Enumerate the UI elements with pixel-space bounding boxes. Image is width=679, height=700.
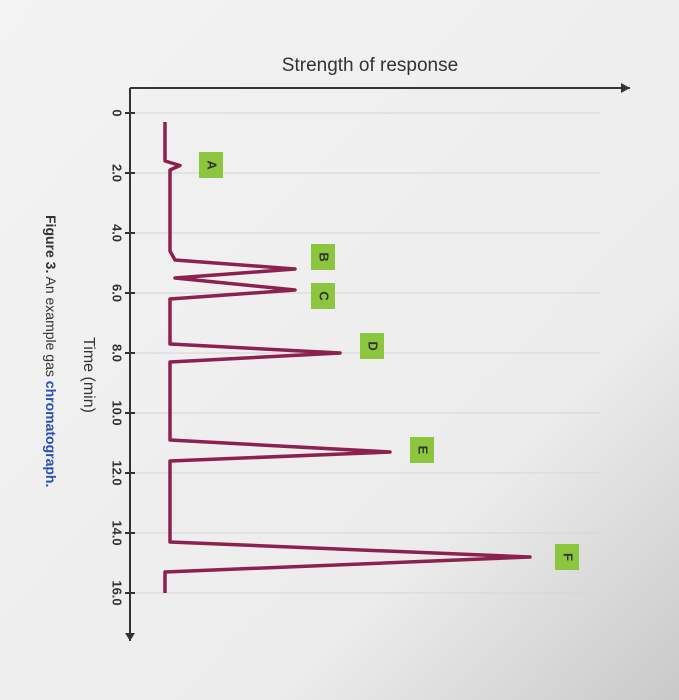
peak-label: B bbox=[317, 252, 332, 261]
peak-label-box bbox=[360, 333, 384, 359]
peak-label: D bbox=[366, 341, 381, 350]
peak-label-box bbox=[199, 152, 223, 178]
caption-term: chromatograph. bbox=[43, 381, 59, 488]
peak-label: E bbox=[416, 446, 431, 455]
peak-label-box bbox=[410, 437, 434, 463]
x-axis-label: Time (min) bbox=[80, 337, 97, 413]
y-axis-label: Strength of response bbox=[282, 55, 458, 76]
peak-label: C bbox=[317, 291, 332, 301]
peak-label-box bbox=[311, 283, 335, 309]
x-tick-label: 12.0 bbox=[110, 460, 125, 485]
caption-text: An example gas bbox=[43, 276, 59, 376]
x-tick-label: 16.0 bbox=[110, 580, 125, 605]
peak-label: A bbox=[205, 160, 220, 170]
y-axis-arrow bbox=[621, 83, 630, 93]
x-tick-label: 2.0 bbox=[110, 164, 125, 182]
x-tick-label: 6.0 bbox=[110, 284, 125, 302]
trace bbox=[163, 122, 532, 593]
x-tick-label: 14.0 bbox=[110, 520, 125, 545]
x-tick-label: 10.0 bbox=[110, 400, 125, 425]
peak-label: F bbox=[561, 553, 576, 561]
x-tick-label: 8.0 bbox=[110, 344, 125, 362]
caption-number: Figure 3. bbox=[43, 215, 59, 273]
peak-label-box bbox=[555, 544, 579, 570]
x-tick-label: 0 bbox=[110, 109, 125, 116]
peak-label-box bbox=[311, 244, 335, 270]
x-tick-label: 4.0 bbox=[110, 224, 125, 242]
x-axis-arrow bbox=[125, 633, 135, 641]
caption: Figure 3. An example gas chromatograph. bbox=[43, 215, 59, 487]
